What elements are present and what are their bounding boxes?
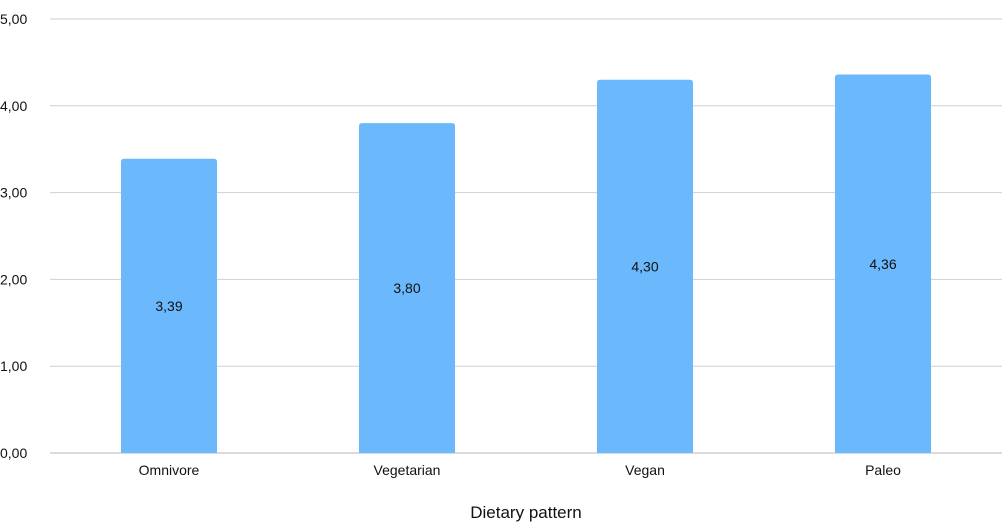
y-tick-label: 4,00 xyxy=(0,98,27,114)
y-tick-label: 2,00 xyxy=(0,271,27,287)
x-tick-label: Omnivore xyxy=(139,462,200,478)
y-tick-label: 5,00 xyxy=(0,11,27,27)
data-label: 4,36 xyxy=(869,256,896,272)
bar-omnivore xyxy=(121,158,217,454)
y-axis-ticks: 0,00 1,00 2,00 3,00 4,00 5,00 xyxy=(0,11,27,461)
y-tick-label: 0,00 xyxy=(0,445,27,461)
x-axis-title: Dietary pattern xyxy=(470,503,582,522)
data-label: 3,39 xyxy=(155,298,182,314)
data-label: 3,80 xyxy=(393,280,420,296)
bar-paleo xyxy=(835,74,931,453)
data-labels: 3,39 3,80 4,30 4,36 xyxy=(155,256,896,314)
data-label: 4,30 xyxy=(631,258,658,274)
x-axis-categories: Omnivore Vegetarian Vegan Paleo xyxy=(139,462,901,478)
x-tick-label: Vegetarian xyxy=(374,462,441,478)
bar-vegan xyxy=(597,79,693,453)
y-tick-label: 3,00 xyxy=(0,185,27,201)
x-tick-label: Paleo xyxy=(865,462,901,478)
y-tick-label: 1,00 xyxy=(0,358,27,374)
bars xyxy=(121,74,931,454)
bar-vegetarian xyxy=(359,123,455,453)
x-tick-label: Vegan xyxy=(625,462,665,478)
